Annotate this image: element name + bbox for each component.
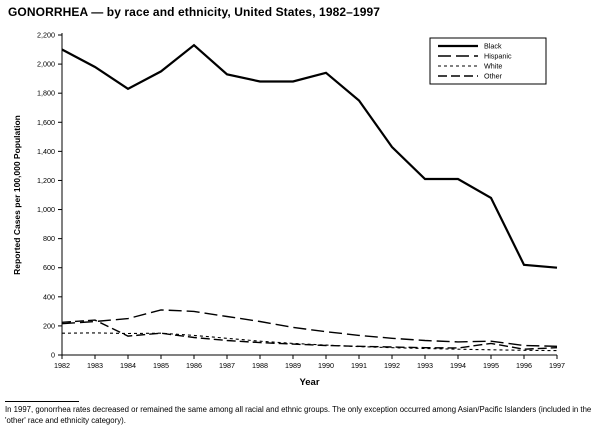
x-tick-label: 1983 (87, 361, 103, 370)
x-tick-label: 1992 (384, 361, 400, 370)
gonorrhea-line-chart: 0 200 400 600 800 1,000 1,200 1,400 1,600 1,800 2,… (12, 31, 565, 389)
x-tick-label: 1987 (219, 361, 235, 370)
legend-label-other: Other (484, 71, 503, 80)
x-tick-label: 1996 (516, 361, 532, 370)
legend-label-white: White (484, 61, 502, 70)
y-tick-label: 0 (51, 351, 55, 360)
x-axis-label: Year (299, 377, 319, 388)
y-tick-label: 800 (43, 234, 55, 243)
x-tick-label: 1988 (252, 361, 268, 370)
y-tick-label: 1,600 (37, 118, 55, 127)
y-tick-label: 1,000 (37, 205, 55, 214)
x-tick-label: 1990 (318, 361, 334, 370)
series-line-hispanic (61, 309, 558, 347)
series-line-black (61, 43, 558, 269)
y-tick-label: 600 (43, 263, 55, 272)
x-tick-label: 1984 (120, 361, 136, 370)
x-tick-label: 1993 (417, 361, 433, 370)
y-tick-label: 2,000 (37, 60, 55, 69)
x-tick-label: 1995 (483, 361, 499, 370)
x-tick-label: 1997 (549, 361, 565, 370)
x-tick-label: 1989 (285, 361, 301, 370)
chart-title: GONORRHEA — by race and ethnicity, Unite… (8, 5, 381, 19)
footnote-divider (5, 401, 79, 402)
x-tick-label: 1991 (351, 361, 367, 370)
y-axis-label: Reported Cases per 100,000 Population (12, 115, 22, 275)
y-tick-label: 1,800 (37, 89, 55, 98)
y-tick-label: 1,400 (37, 147, 55, 156)
series-line-other (61, 319, 558, 350)
x-tick-label: 1982 (54, 361, 70, 370)
y-tick-label: 1,200 (37, 176, 55, 185)
legend-label-black: Black (484, 41, 502, 50)
x-tick-label: 1994 (450, 361, 466, 370)
y-tick-label: 400 (43, 292, 55, 301)
y-tick-label: 200 (43, 321, 55, 330)
footnote-text: In 1997, gonorrhea rates decreased or re… (5, 405, 592, 425)
x-tick-label: 1985 (153, 361, 169, 370)
y-tick-label: 2,200 (37, 31, 55, 40)
legend-label-hispanic: Hispanic (484, 51, 512, 60)
x-tick-label: 1986 (186, 361, 202, 370)
